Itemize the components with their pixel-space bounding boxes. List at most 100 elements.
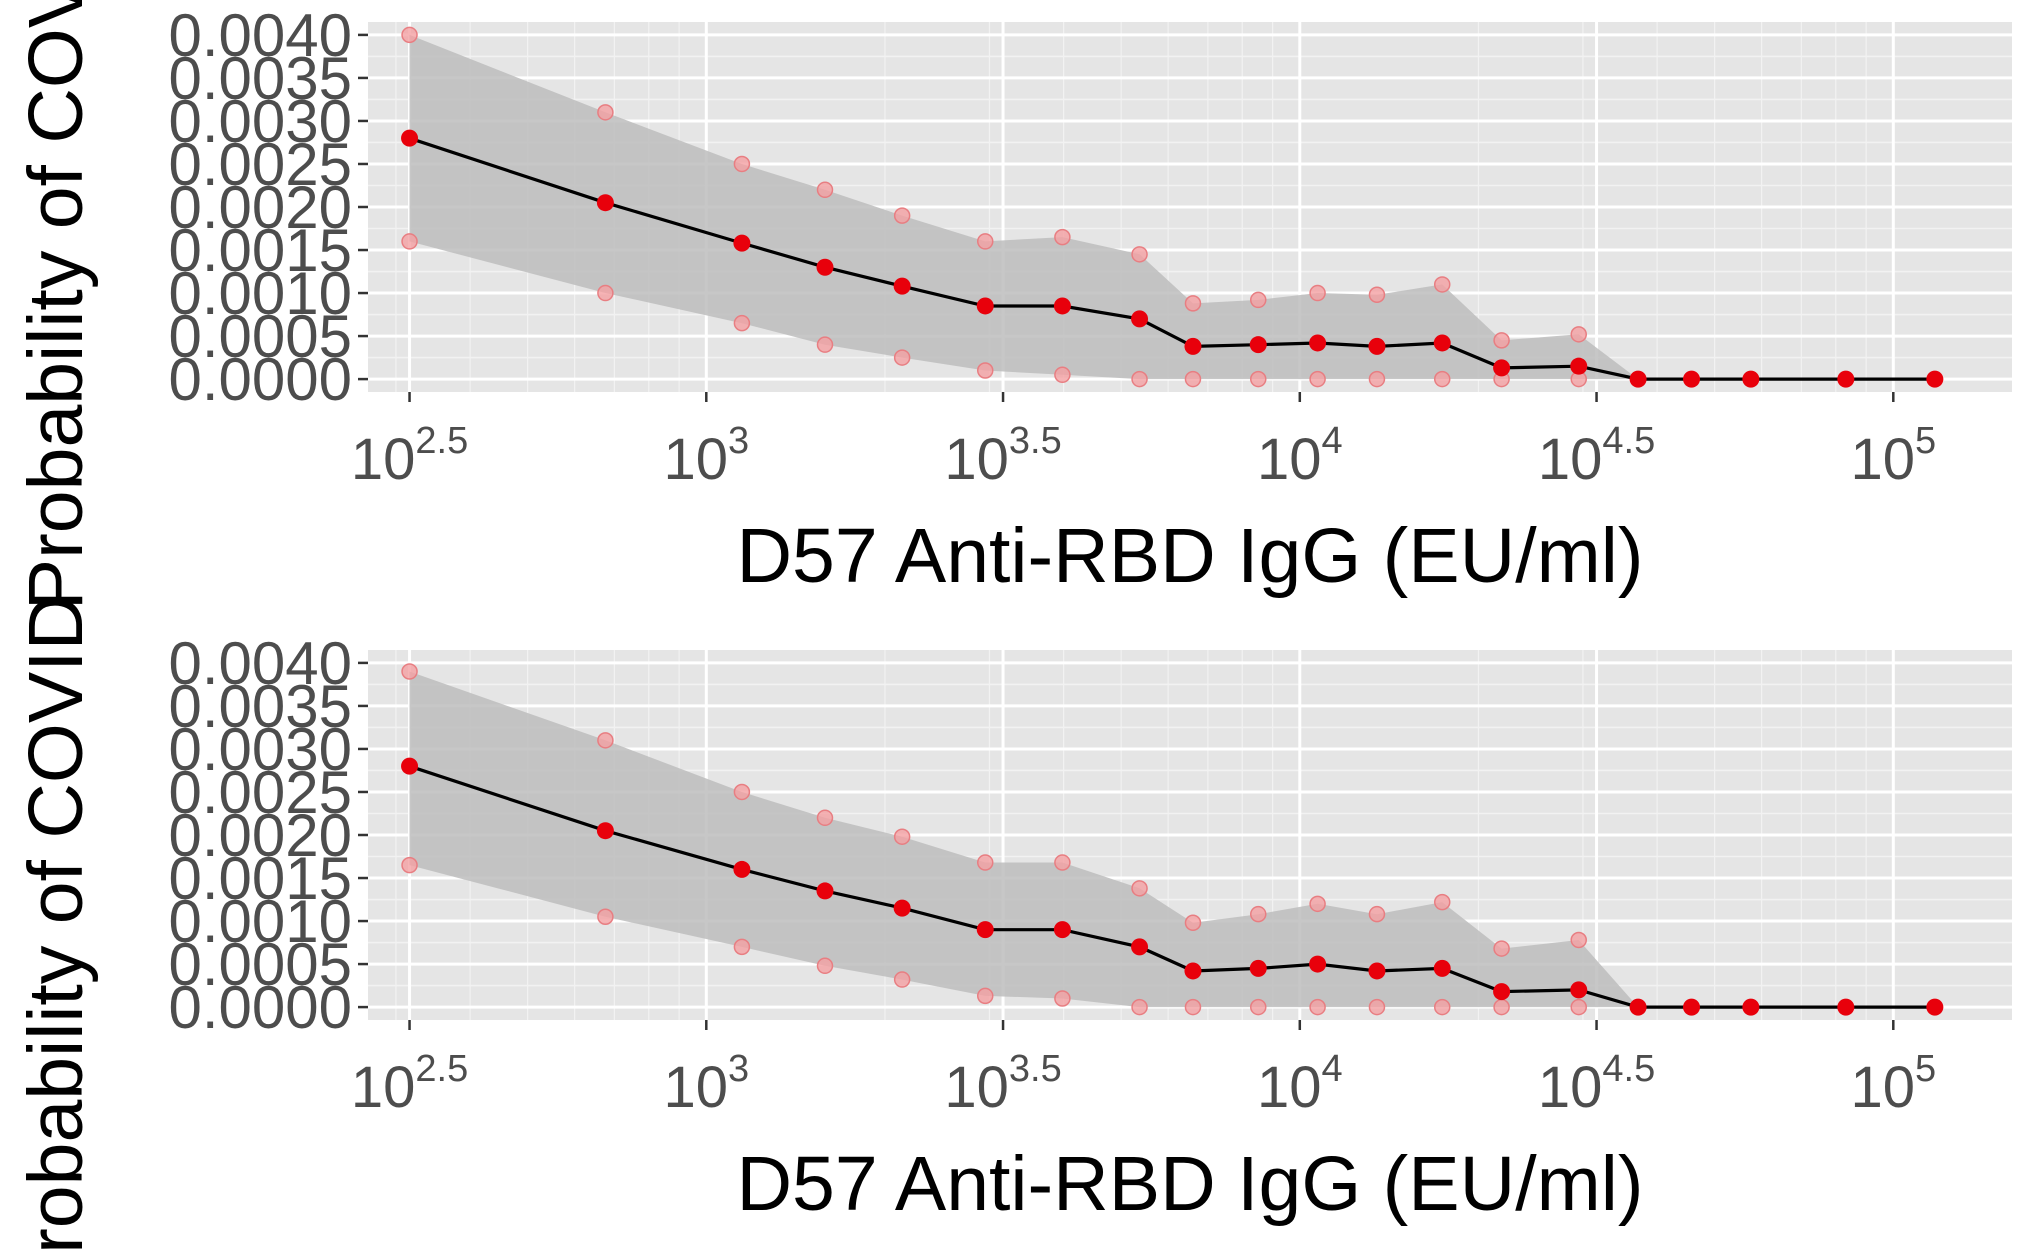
y-tick-label: 0.0010 <box>168 260 352 327</box>
upper-bound-point <box>1433 893 1451 911</box>
chart-panel-top: 0.00000.00050.00100.00150.00200.00250.00… <box>13 0 2012 610</box>
lower-bound-point <box>1570 998 1587 1016</box>
estimate-point <box>1493 983 1511 1001</box>
upper-bound-point <box>1433 276 1451 293</box>
estimate-point <box>893 277 911 295</box>
lower-bound-point <box>597 284 614 302</box>
upper-bound-point <box>1368 905 1386 923</box>
x-tick-label: 103.5 <box>944 1048 1061 1120</box>
lower-bound-point <box>816 957 834 975</box>
estimate-point <box>1926 370 1944 388</box>
upper-bound-point <box>733 783 751 801</box>
lower-bound-point <box>1250 998 1267 1016</box>
x-tick-label: 105 <box>1850 1048 1936 1120</box>
y-tick-label: 0.0025 <box>168 759 352 826</box>
confidence-ribbon <box>409 671 1935 1008</box>
y-tick-label: 0.0035 <box>168 673 352 740</box>
lower-bound-point <box>1131 998 1148 1016</box>
upper-bound-point <box>597 104 614 121</box>
estimate-point <box>733 860 751 878</box>
lower-bound-point <box>1131 370 1148 388</box>
lower-bound-point <box>401 233 418 250</box>
upper-bound-point <box>1184 914 1202 932</box>
lower-bound-point <box>1493 998 1510 1016</box>
lower-bound-point <box>893 349 911 366</box>
lower-bound-point <box>1054 366 1071 384</box>
upper-bound-point <box>597 732 614 749</box>
estimate-point <box>1249 336 1267 354</box>
estimate-point <box>1742 998 1760 1016</box>
estimate-point <box>1433 334 1451 352</box>
estimate-point <box>401 757 419 775</box>
estimate-point <box>1053 921 1071 939</box>
estimate-point <box>976 921 994 939</box>
y-tick-label: 0.0010 <box>168 888 352 955</box>
lower-bound-point <box>1309 998 1326 1016</box>
estimate-point <box>1184 337 1202 355</box>
x-tick-label: 105 <box>1850 420 1936 492</box>
x-tick-label: 104 <box>1257 420 1343 492</box>
estimate-point <box>1570 981 1588 999</box>
estimate-point <box>1433 959 1451 977</box>
y-axis-title: Probability of COVID <box>13 595 99 1251</box>
y-tick-label: 0.0005 <box>168 931 352 998</box>
estimate-point <box>1683 998 1701 1016</box>
lower-bound-point <box>976 362 994 379</box>
estimate-point <box>1368 962 1386 980</box>
estimate-point <box>596 822 614 840</box>
upper-bound-point <box>1054 854 1071 871</box>
upper-bound-point <box>1131 246 1148 263</box>
lower-bound-point <box>976 987 994 1005</box>
lower-bound-point <box>1054 990 1071 1007</box>
estimate-point <box>1131 938 1149 956</box>
x-axis-title: D57 Anti-RBD IgG (EU/ml) <box>736 513 1643 599</box>
lower-bound-point <box>1184 998 1202 1016</box>
y-tick-label: 0.0030 <box>168 716 352 783</box>
upper-bound-point <box>976 854 994 871</box>
y-tick-label: 0.0020 <box>168 802 352 869</box>
estimate-point <box>1184 962 1202 980</box>
upper-bound-point <box>1131 880 1148 897</box>
upper-bound-point <box>1054 228 1071 246</box>
estimate-point <box>1493 359 1511 377</box>
estimate-point <box>1742 370 1760 388</box>
lower-bound-point <box>893 971 911 988</box>
upper-bound-point <box>1250 905 1267 923</box>
estimate-point <box>1837 998 1855 1016</box>
upper-bound-point <box>1493 332 1510 349</box>
estimate-point <box>816 882 834 900</box>
x-tick-label: 104.5 <box>1538 420 1655 492</box>
x-tick-label: 103 <box>663 420 749 492</box>
upper-bound-point <box>893 828 911 845</box>
lower-bound-point <box>401 856 418 874</box>
x-tick-label: 102.5 <box>351 1048 468 1120</box>
lower-bound-point <box>1184 370 1202 388</box>
lower-bound-point <box>1250 370 1267 388</box>
estimate-point <box>1629 370 1647 388</box>
lower-bound-point <box>1433 998 1451 1016</box>
estimate-point <box>1570 357 1588 375</box>
upper-bound-point <box>1570 931 1587 949</box>
estimate-point <box>1131 310 1149 328</box>
estimate-point <box>976 297 994 315</box>
estimate-point <box>401 129 419 147</box>
y-tick-label: 0.0020 <box>168 174 352 241</box>
estimate-point <box>1309 334 1327 352</box>
x-tick-label: 103 <box>663 1048 749 1120</box>
lower-bound-point <box>816 336 834 353</box>
y-tick-label: 0.0040 <box>168 2 352 69</box>
estimate-point <box>1926 998 1944 1016</box>
y-tick-label: 0.0040 <box>168 630 352 697</box>
y-tick-label: 0.0030 <box>168 88 352 155</box>
x-tick-label: 102.5 <box>351 420 468 492</box>
upper-bound-point <box>1309 284 1326 302</box>
x-tick-label: 104.5 <box>1538 1048 1655 1120</box>
y-tick-label: 0.0025 <box>168 131 352 198</box>
y-axis-title-top: Probability of COVID <box>13 0 99 610</box>
estimate-point <box>1249 959 1267 977</box>
upper-bound-point <box>1250 291 1267 309</box>
estimate-point <box>1683 370 1701 388</box>
estimate-point <box>1309 955 1327 973</box>
upper-bound-point <box>1309 895 1326 913</box>
